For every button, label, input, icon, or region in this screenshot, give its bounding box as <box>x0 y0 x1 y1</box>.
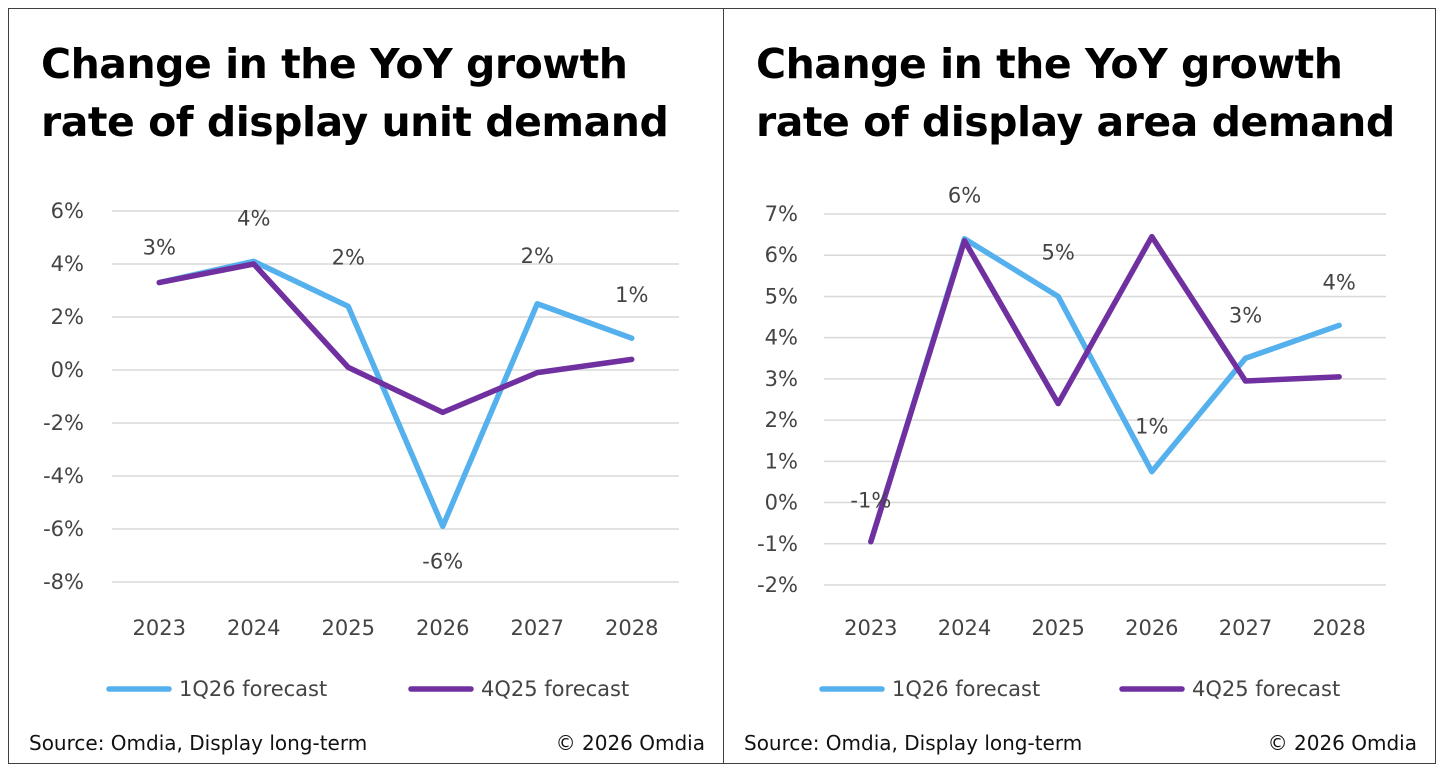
unit-demand-panel: Change in the YoY growth rate of display… <box>8 8 724 764</box>
x-tick-label: 2025 <box>322 616 375 640</box>
x-tick-label: 2027 <box>511 616 564 640</box>
y-tick-label: 4% <box>51 252 84 276</box>
y-tick-label: 2% <box>765 408 798 432</box>
data-label: 2% <box>521 244 554 268</box>
x-tick-label: 2026 <box>416 616 469 640</box>
y-tick-label: 2% <box>51 305 84 329</box>
y-tick-label: 7% <box>765 202 798 226</box>
y-tick-label: -2% <box>43 411 84 435</box>
legend-label: 1Q26 forecast <box>892 677 1040 701</box>
y-tick-label: -4% <box>43 464 84 488</box>
y-tick-label: 3% <box>765 367 798 391</box>
y-tick-label: 0% <box>51 358 84 382</box>
series-line-4q25 <box>156 261 635 416</box>
data-label: 1% <box>1135 415 1168 439</box>
y-tick-label: -6% <box>43 517 84 541</box>
y-tick-label: -2% <box>757 573 798 597</box>
x-tick-label: 2024 <box>227 616 280 640</box>
data-label: 5% <box>1042 240 1075 264</box>
area-demand-chart: 7% 6% 5% 4% 3% 2% 1% 0% -1% -2% 2023 2024 2025 2026 20… <box>757 184 1386 701</box>
series-line-1q26 <box>156 258 635 530</box>
data-label: -6% <box>422 549 463 573</box>
y-tick-label: -1% <box>757 532 798 556</box>
x-tick-label: 2028 <box>605 616 658 640</box>
x-tick-label: 2023 <box>133 616 186 640</box>
y-tick-label: 6% <box>51 199 84 223</box>
x-tick-label: 2023 <box>844 616 897 640</box>
legend-label: 4Q25 forecast <box>1192 677 1340 701</box>
y-tick-label: 5% <box>765 284 798 308</box>
source-note: Source: Omdia, Display long-term <box>29 731 368 755</box>
data-label: -1% <box>850 489 891 513</box>
legend-label: 4Q25 forecast <box>481 677 629 701</box>
data-label: 3% <box>1229 303 1262 327</box>
chart-title: Change in the YoY growth rate of display… <box>41 40 669 146</box>
source-note: Source: Omdia, Display long-term <box>744 731 1083 755</box>
data-label: 1% <box>615 283 648 307</box>
x-tick-label: 2027 <box>1219 616 1272 640</box>
y-tick-label: 4% <box>765 326 798 350</box>
y-tick-label: -8% <box>43 570 84 594</box>
y-tick-label: 0% <box>765 491 798 515</box>
unit-demand-chart: 6% 4% 2% 0% -2% -4% -6% -8% 2023 2024 2025 2026 2027… <box>43 199 679 701</box>
x-tick-label: 2025 <box>1031 616 1084 640</box>
series-line-4q25 <box>868 233 1342 545</box>
x-tick-label: 2024 <box>938 616 991 640</box>
chart-title: Change in the YoY growth rate of display… <box>756 40 1395 146</box>
legend-label: 1Q26 forecast <box>179 677 327 701</box>
copyright-note: © 2026 Omdia <box>1267 731 1417 755</box>
series-line-1q26 <box>868 235 1342 545</box>
x-tick-label: 2028 <box>1312 616 1365 640</box>
y-tick-label: 6% <box>765 243 798 267</box>
copyright-note: © 2026 Omdia <box>555 731 705 755</box>
data-label: 2% <box>332 245 365 269</box>
data-label: 6% <box>948 184 981 208</box>
area-demand-panel: Change in the YoY growth rate of display… <box>723 8 1436 764</box>
data-label: 4% <box>237 206 270 230</box>
y-tick-label: 1% <box>765 449 798 473</box>
x-tick-label: 2026 <box>1125 616 1178 640</box>
data-label: 4% <box>1323 270 1356 294</box>
data-label: 3% <box>143 236 176 260</box>
